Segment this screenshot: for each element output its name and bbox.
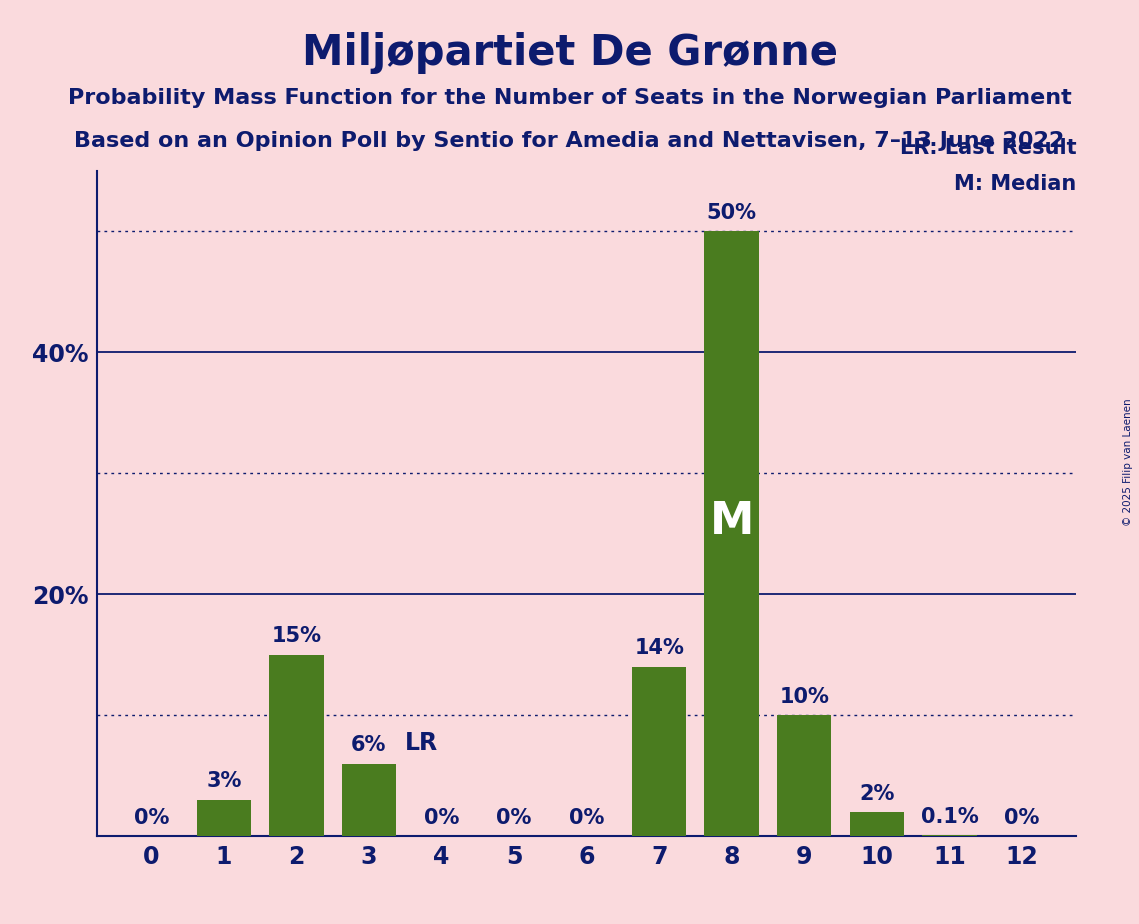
Text: Miljøpartiet De Grønne: Miljøpartiet De Grønne: [302, 32, 837, 74]
Bar: [342, 763, 396, 836]
Text: 15%: 15%: [271, 626, 321, 646]
Bar: [632, 667, 687, 836]
Text: 0.1%: 0.1%: [920, 807, 978, 827]
Text: M: M: [710, 500, 754, 543]
Text: 0%: 0%: [424, 808, 459, 828]
Text: 50%: 50%: [706, 203, 756, 223]
Bar: [777, 715, 831, 836]
Text: Probability Mass Function for the Number of Seats in the Norwegian Parliament: Probability Mass Function for the Number…: [67, 88, 1072, 108]
Text: LR: Last Result: LR: Last Result: [900, 138, 1076, 158]
Bar: [923, 835, 976, 836]
Text: 2%: 2%: [859, 784, 894, 804]
Bar: [705, 231, 759, 836]
Text: 0%: 0%: [568, 808, 605, 828]
Text: M: Median: M: Median: [954, 175, 1076, 194]
Text: 0%: 0%: [1005, 808, 1040, 828]
Text: 10%: 10%: [779, 687, 829, 707]
Text: 6%: 6%: [351, 736, 386, 755]
Text: 3%: 3%: [206, 772, 241, 792]
Text: 0%: 0%: [497, 808, 532, 828]
Text: LR: LR: [405, 731, 439, 755]
Text: Based on an Opinion Poll by Sentio for Amedia and Nettavisen, 7–13 June 2022: Based on an Opinion Poll by Sentio for A…: [74, 131, 1065, 152]
Text: 14%: 14%: [634, 638, 685, 659]
Bar: [850, 812, 904, 836]
Text: © 2025 Filip van Laenen: © 2025 Filip van Laenen: [1123, 398, 1133, 526]
Bar: [269, 655, 323, 836]
Bar: [197, 800, 251, 836]
Text: 0%: 0%: [133, 808, 169, 828]
